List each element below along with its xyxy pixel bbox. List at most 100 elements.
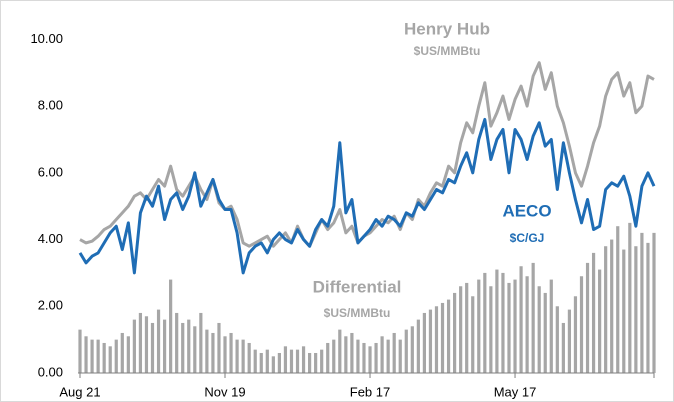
bar bbox=[247, 342, 251, 373]
bar bbox=[573, 296, 578, 373]
bar bbox=[144, 316, 149, 373]
bar bbox=[338, 329, 342, 373]
bar bbox=[259, 352, 263, 373]
series-label: AECO bbox=[502, 201, 551, 220]
bar bbox=[495, 269, 499, 373]
bar bbox=[90, 339, 94, 373]
bar bbox=[652, 232, 656, 373]
bar bbox=[579, 276, 584, 373]
bar bbox=[634, 246, 638, 373]
bar bbox=[241, 339, 245, 373]
bar bbox=[446, 299, 451, 373]
bar bbox=[392, 332, 396, 373]
bar bbox=[114, 339, 118, 373]
bar bbox=[193, 326, 197, 373]
y-tick-label: 0.00 bbox=[38, 364, 63, 379]
bar bbox=[561, 322, 565, 373]
bar bbox=[150, 322, 155, 373]
bar bbox=[211, 332, 215, 373]
bar bbox=[531, 262, 535, 373]
bar bbox=[374, 342, 378, 373]
x-tick-label: May 17 bbox=[494, 384, 537, 399]
x-tick-label: Aug 21 bbox=[59, 384, 100, 399]
bar bbox=[549, 279, 553, 373]
bar bbox=[102, 342, 106, 373]
line bbox=[78, 117, 656, 275]
bar bbox=[120, 332, 124, 373]
bar bbox=[356, 339, 360, 373]
series-unit: $US/MMBtu bbox=[414, 44, 481, 58]
bar bbox=[96, 339, 100, 373]
bar bbox=[398, 339, 402, 373]
bar bbox=[162, 319, 167, 373]
bar bbox=[646, 242, 650, 373]
bar bbox=[616, 226, 620, 373]
bar bbox=[181, 322, 185, 373]
bar bbox=[459, 286, 463, 373]
bar bbox=[277, 352, 281, 373]
bar bbox=[591, 252, 596, 373]
bar bbox=[368, 346, 372, 373]
bar bbox=[471, 296, 475, 373]
x-tick-label: Nov 19 bbox=[204, 384, 245, 399]
bar bbox=[465, 282, 469, 373]
bar bbox=[253, 349, 257, 373]
bar bbox=[362, 342, 366, 373]
bar bbox=[416, 319, 420, 373]
bar bbox=[229, 332, 233, 373]
bar bbox=[567, 309, 572, 373]
x-tick-label: Feb 17 bbox=[350, 384, 390, 399]
bar bbox=[501, 272, 505, 373]
y-tick-label: 10.00 bbox=[30, 31, 63, 46]
bar bbox=[344, 336, 348, 373]
bar bbox=[156, 309, 161, 373]
bar bbox=[332, 339, 336, 373]
bar bbox=[295, 349, 300, 373]
bar bbox=[205, 329, 209, 373]
bar bbox=[126, 336, 130, 373]
bar bbox=[350, 332, 354, 373]
bar bbox=[187, 319, 191, 373]
series-label: Differential bbox=[313, 277, 402, 296]
bar bbox=[513, 279, 517, 373]
bar bbox=[301, 346, 306, 373]
series-label: Henry Hub bbox=[404, 19, 490, 38]
series-unit: $C/GJ bbox=[510, 231, 545, 245]
y-tick-label: 4.00 bbox=[38, 231, 63, 246]
bar bbox=[314, 352, 318, 373]
bar bbox=[622, 249, 626, 373]
bar bbox=[132, 319, 136, 373]
bar bbox=[223, 336, 227, 373]
bar bbox=[537, 286, 541, 373]
bar bbox=[386, 339, 390, 373]
bar bbox=[108, 346, 112, 373]
bar bbox=[380, 336, 384, 373]
bar bbox=[428, 309, 433, 373]
bar bbox=[289, 349, 294, 373]
bar bbox=[404, 329, 408, 373]
bar bbox=[604, 246, 608, 373]
bar bbox=[585, 262, 590, 373]
bar bbox=[610, 239, 614, 373]
bar bbox=[78, 329, 82, 373]
bar bbox=[326, 342, 330, 373]
bar bbox=[483, 272, 487, 373]
bar bbox=[410, 326, 414, 373]
bar bbox=[265, 349, 269, 373]
bar bbox=[543, 292, 547, 373]
bar bbox=[235, 339, 239, 373]
bar bbox=[84, 336, 88, 373]
bar bbox=[308, 352, 312, 373]
bar bbox=[434, 306, 439, 373]
bar bbox=[640, 232, 644, 373]
bar bbox=[217, 322, 221, 373]
bar bbox=[628, 222, 632, 373]
bar bbox=[489, 286, 493, 373]
bar bbox=[175, 312, 179, 373]
bar bbox=[519, 266, 523, 373]
bar bbox=[320, 349, 324, 373]
bar bbox=[477, 279, 481, 373]
y-tick-label: 2.00 bbox=[38, 298, 63, 313]
